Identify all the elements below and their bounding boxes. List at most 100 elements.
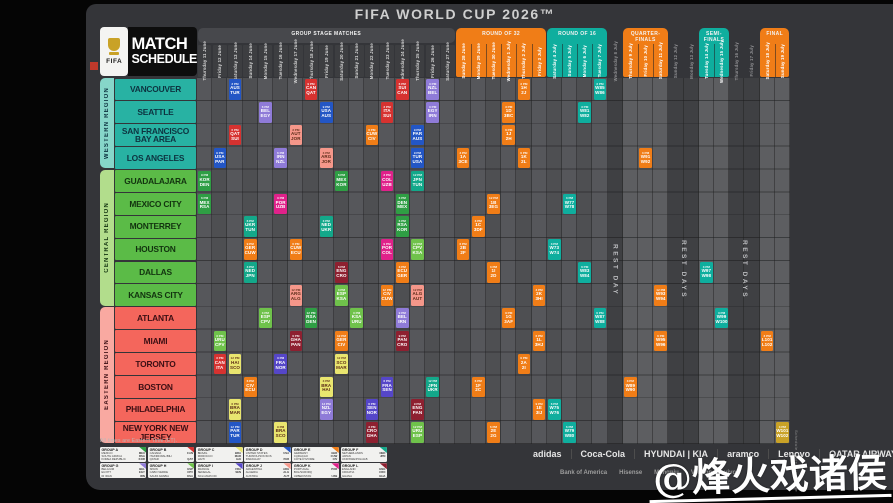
date-header-label: Monday 22 June [364,45,379,77]
match-time: 3 PM [764,335,771,338]
match-time: 3 PM [581,106,588,109]
date-header-label: Tuesday 23 June [379,45,394,77]
match-team-bottom: QAT [306,91,315,96]
match-team-bottom: CRO [397,343,407,348]
date-text: Sunday 5 July [567,45,572,77]
match-time: 12 PM [307,312,316,315]
rest-label-text: REST DAYS [680,240,687,299]
match-schedule-logo: FIFA MATCH SCHEDULE [100,27,197,76]
date-text: Wednesday 15 July [719,40,724,83]
match-team-bottom: KSA [413,251,423,256]
match-team-bottom: ALG [291,297,301,302]
sponsor-logo-bank-of-america: Bank of America [560,470,607,476]
sponsor-logo-adidas: adidas [533,449,562,459]
match-time: 3 PM [216,335,223,338]
grid-column [258,78,273,444]
rest-label: REST DAYS [739,150,749,390]
match-team-bottom: W100 [715,320,727,325]
match-team-bottom: CPV [261,320,271,325]
legend-group-box-l: GROUP LENGLANDENGCROATIACROGHANAGHAPANAM… [341,463,387,478]
grid-column [547,78,562,444]
match-team-bottom: W80 [565,434,575,439]
schedule-wordmark-line2: SCHEDULE [131,53,197,66]
match-time: 12 PM [337,357,346,360]
match-team-bottom: MAR [336,366,347,371]
city-row-kansas-city: KANSAS CITY [115,284,196,306]
match-time: 3 PM [566,197,573,200]
match-time: 6 PM [596,312,603,315]
schedule-wordmark: MATCH SCHEDULE [128,27,197,76]
match-team-bottom: W84 [580,274,590,279]
date-header-label: Thursday 2 July [516,45,531,77]
city-row-toronto: TORONTO [115,353,196,375]
grid-column [395,78,410,444]
grid-column [197,78,212,444]
grid-column [440,78,455,444]
match-time: 3 PM [596,83,603,86]
match-team-bottom: 2F [460,251,465,256]
match-time: 12 PM [291,289,300,292]
city-row-vancouver: VANCOUVER [115,79,196,101]
legend-group-box-i: GROUP IFRANCEFRASENEGALSENNCL/JAM/CODNOR… [196,463,242,478]
legend-group-box-j: GROUP JARGENTINAARGALGERIAALGAUSTRIAAUTJ… [244,463,290,478]
match-team-bottom: 2D [491,274,497,279]
date-header-label: Saturday 4 July [547,45,562,77]
date-text: Wednesday 1 July [506,41,511,81]
match-team-bottom: 3EG [489,205,498,210]
match-team-bottom: AUT [413,297,423,302]
match-team-bottom: CRO [336,274,346,279]
match-team-bottom: W74 [550,251,560,256]
date-header-label: Wednesday 15 July [714,45,729,77]
match-time: 12 PM [337,335,346,338]
date-text: Sunday 28 June [461,43,466,79]
date-text: Friday 10 July [643,45,648,76]
match-team-bottom: ECU [291,251,301,256]
grid-column [303,78,318,444]
match-time: 9 PM [399,312,406,315]
match-team-bottom: ITA [216,366,223,371]
rest-label: REST DAY [610,150,620,390]
stage-pill-label: ROUND OF 16 [547,28,607,37]
grid-column [532,78,547,444]
match-time: 3 PM [551,243,558,246]
match-time: 3 PM [505,106,512,109]
grid-column [212,78,227,444]
match-team-bottom: 3DF [474,228,483,233]
match-time: 3 PM [399,266,406,269]
match-time: 12 PM [413,426,422,429]
match-time: 6 PM [368,129,375,132]
match-time: 9 PM [414,129,421,132]
match-time: 3 PM [718,312,725,315]
match-team-bottom: 2L [521,160,526,165]
date-text: Friday 12 June [217,45,222,78]
